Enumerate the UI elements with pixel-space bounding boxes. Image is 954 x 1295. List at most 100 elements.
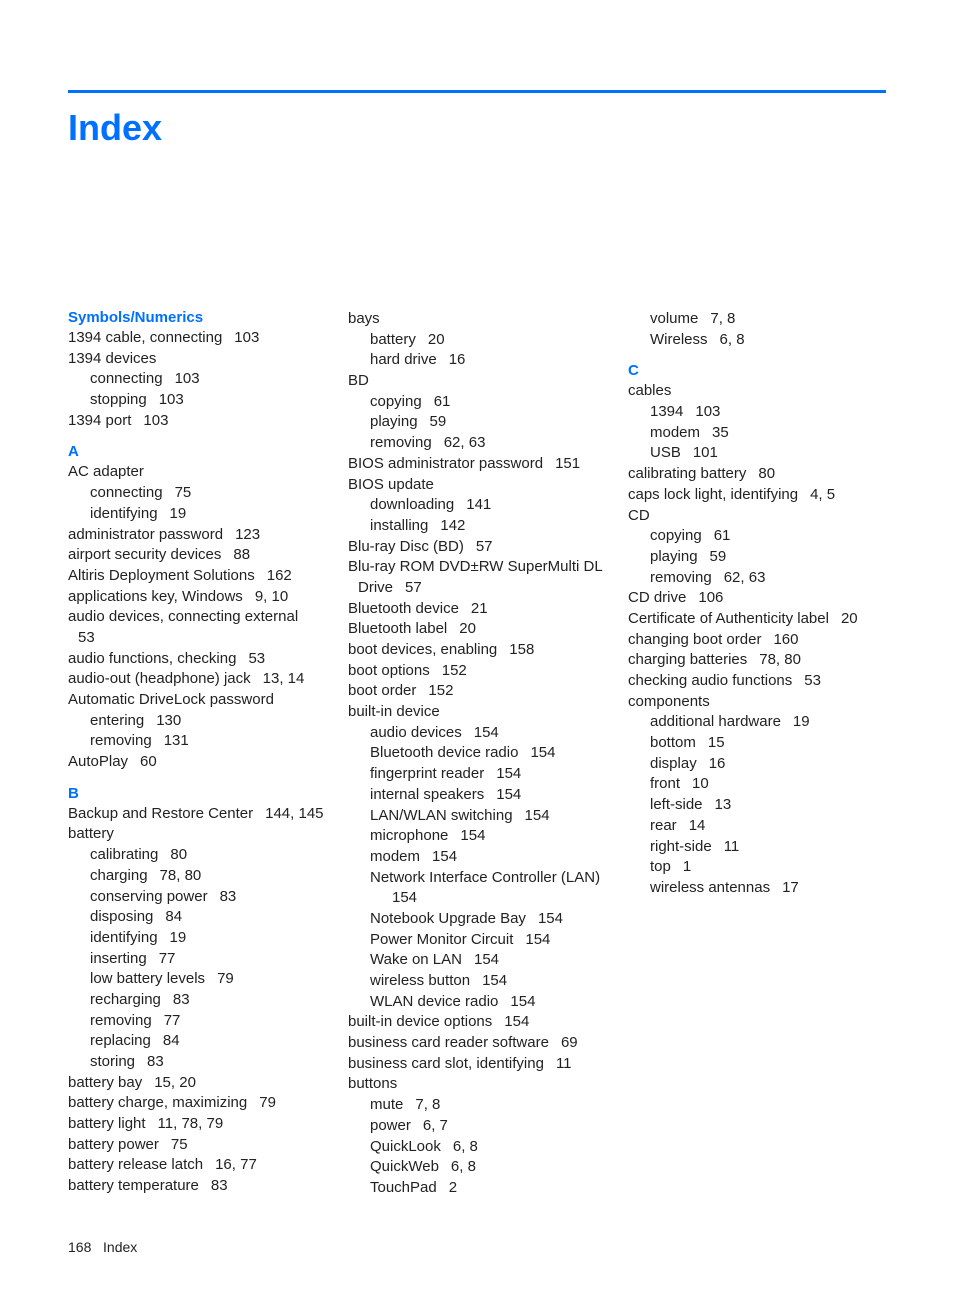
index-entry: rear14 xyxy=(628,816,886,837)
index-entry: battery20 xyxy=(348,330,606,351)
entry-pages: 4, 5 xyxy=(810,486,835,503)
entry-pages: 14 xyxy=(689,817,706,834)
entry-text: identifying xyxy=(90,505,158,522)
index-entry: copying61 xyxy=(628,526,886,547)
index-entry: identifying19 xyxy=(68,928,326,949)
index-entry: copying61 xyxy=(348,392,606,413)
index-entry: components xyxy=(628,692,886,713)
entry-pages: 20 xyxy=(459,620,476,637)
index-entry: Bluetooth device21 xyxy=(348,599,606,620)
entry-pages: 6, 8 xyxy=(451,1158,476,1175)
entry-text: battery xyxy=(68,825,114,842)
entry-text: audio devices, connecting external xyxy=(68,608,298,625)
entry-text: buttons xyxy=(348,1075,397,1092)
entry-text: bays xyxy=(348,310,380,327)
entry-pages: 11 xyxy=(724,838,740,855)
index-entry: 1394 port103 xyxy=(68,411,326,432)
entry-text: Bluetooth label xyxy=(348,620,447,637)
entry-text: hard drive xyxy=(370,351,437,368)
index-entry: charging78, 80 xyxy=(68,866,326,887)
entry-text: 1394 port xyxy=(68,412,131,429)
entry-text: AutoPlay xyxy=(68,753,128,770)
index-entry: TouchPad2 xyxy=(348,1178,606,1199)
entry-pages: 75 xyxy=(175,484,192,501)
index-entry: storing83 xyxy=(68,1052,326,1073)
index-entry: battery bay15, 20 xyxy=(68,1073,326,1094)
entry-pages: 141 xyxy=(466,496,491,513)
entry-pages: 61 xyxy=(714,527,731,544)
entry-text: Automatic DriveLock password xyxy=(68,691,274,708)
index-columns: Symbols/Numerics 1394 cable, connecting10… xyxy=(68,309,886,1199)
title-rule xyxy=(68,90,886,93)
entry-text: 1394 devices xyxy=(68,350,156,367)
index-entry: calibrating80 xyxy=(68,845,326,866)
index-entry: battery power75 xyxy=(68,1135,326,1156)
entry-text: cables xyxy=(628,382,671,399)
index-entry: LAN/WLAN switching154 xyxy=(348,806,606,827)
entry-text: battery temperature xyxy=(68,1177,199,1194)
entry-text: CD drive xyxy=(628,589,686,606)
entry-text: Backup and Restore Center xyxy=(68,805,253,822)
entry-pages: 20 xyxy=(428,331,445,348)
index-entry: audio-out (headphone) jack13, 14 xyxy=(68,669,326,690)
entry-text: connecting xyxy=(90,484,163,501)
entry-pages: 160 xyxy=(773,631,798,648)
index-entry: calibrating battery80 xyxy=(628,464,886,485)
index-entry: boot options152 xyxy=(348,661,606,682)
entry-pages: 88 xyxy=(233,546,250,563)
entry-text: replacing xyxy=(90,1032,151,1049)
index-entry: battery light11, 78, 79 xyxy=(68,1114,326,1135)
entry-text: battery power xyxy=(68,1136,159,1153)
index-entry: inserting77 xyxy=(68,949,326,970)
entry-text: airport security devices xyxy=(68,546,221,563)
entry-pages: 154 xyxy=(510,993,535,1010)
entry-pages: 83 xyxy=(173,991,190,1008)
index-entry: business card slot, identifying11 xyxy=(348,1054,606,1075)
entry-pages: 13 xyxy=(715,796,732,813)
entry-pages: 6, 8 xyxy=(720,331,745,348)
index-entry: playing59 xyxy=(348,412,606,433)
index-entry: additional hardware19 xyxy=(628,712,886,733)
entry-pages: 16, 77 xyxy=(215,1156,257,1173)
index-entry: installing142 xyxy=(348,516,606,537)
entry-pages: 103 xyxy=(175,370,200,387)
entry-text: removing xyxy=(370,434,432,451)
entry-text: battery bay xyxy=(68,1074,142,1091)
index-entry: QuickWeb6, 8 xyxy=(348,1157,606,1178)
index-entry: removing 131 xyxy=(68,731,326,752)
index-entry: wireless button154 xyxy=(348,971,606,992)
page-number: 168 xyxy=(68,1239,91,1255)
entry-pages: 154 xyxy=(530,744,555,761)
entry-text: recharging xyxy=(90,991,161,1008)
index-entry: caps lock light, identifying4, 5 xyxy=(628,485,886,506)
entry-text: BIOS update xyxy=(348,476,434,493)
entry-pages: 154 xyxy=(432,848,457,865)
index-entry: microphone154 xyxy=(348,826,606,847)
index-entry: Wake on LAN154 xyxy=(348,950,606,971)
section-heading: Symbols/Numerics xyxy=(68,309,326,326)
entry-text: entering xyxy=(90,712,144,729)
entry-pages: 152 xyxy=(442,662,467,679)
entry-text: Bluetooth device radio xyxy=(370,744,518,761)
section-heading: A xyxy=(68,443,326,460)
entry-text: Blu-ray Disc (BD) xyxy=(348,538,464,555)
index-entry: removing62, 63 xyxy=(628,568,886,589)
entry-text: installing xyxy=(370,517,428,534)
index-entry: modem35 xyxy=(628,423,886,444)
entry-text: modem xyxy=(370,848,420,865)
entry-text: audio-out (headphone) jack xyxy=(68,670,251,687)
index-entry: BD xyxy=(348,371,606,392)
index-entry: power6, 7 xyxy=(348,1116,606,1137)
entry-text: business card slot, identifying xyxy=(348,1055,544,1072)
entry-pages: 6, 7 xyxy=(423,1117,448,1134)
entry-text: USB xyxy=(650,444,681,461)
entry-text: Network Interface Controller (LAN) xyxy=(370,869,600,886)
entry-pages: 77 xyxy=(159,950,176,967)
page-footer: 168 Index xyxy=(68,1239,886,1255)
entry-text: wireless antennas xyxy=(650,879,770,896)
entry-pages: 154 xyxy=(392,889,417,906)
entry-pages: 131 xyxy=(164,732,189,749)
index-entry: connecting 75 xyxy=(68,483,326,504)
entry-text: removing xyxy=(90,732,152,749)
index-entry: 1394 cable, connecting103 xyxy=(68,328,326,349)
